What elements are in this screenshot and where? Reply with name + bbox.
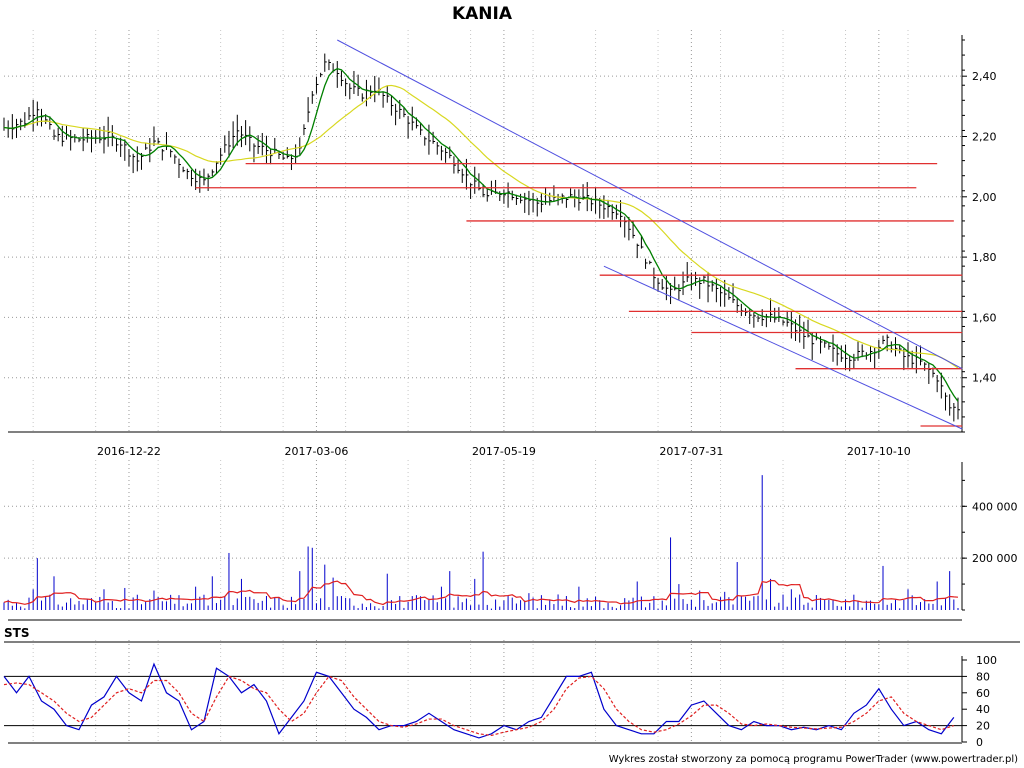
price-y-tick-label: 1,60 — [972, 311, 997, 324]
x-tick-label: 2017-05-19 — [472, 445, 536, 458]
volume-y-tick-label: 400 000 — [972, 500, 1018, 513]
x-tick-label: 2016-12-22 — [97, 445, 161, 458]
price-y-tick-label: 1,80 — [972, 251, 997, 264]
volume-moving-average — [3, 579, 959, 606]
price-y-tick-label: 1,40 — [972, 372, 997, 385]
price-y-tick-label: 2,00 — [972, 191, 997, 204]
short-moving-average — [3, 67, 959, 402]
osc-y-tick-label: 20 — [976, 720, 990, 733]
x-tick-label: 2017-07-31 — [659, 445, 723, 458]
osc-y-tick-label: 100 — [976, 654, 997, 667]
footer-credit: Wykres został stworzony za pomocą progra… — [609, 754, 1018, 765]
volume-y-tick-label: 200 000 — [972, 552, 1018, 565]
price-y-tick-label: 2,20 — [972, 130, 997, 143]
price-y-tick-label: 2,40 — [972, 70, 997, 83]
osc-y-tick-label: 40 — [976, 703, 990, 716]
long-moving-average — [3, 84, 959, 369]
osc-y-tick-label: 0 — [976, 736, 983, 749]
oscillator-d-line — [3, 675, 955, 737]
price-panel: 2016-12-22 2017-03-06 2017-05-19 2017-07-31… — [3, 30, 997, 742]
chart-title: KANIA — [452, 4, 513, 24]
osc-y-tick-label: 80 — [976, 670, 990, 683]
trend-line — [337, 39, 963, 370]
trend-line — [603, 265, 963, 430]
volume-panel: 200 000 400 000 — [3, 462, 1018, 621]
oscillator-k-line — [3, 662, 955, 739]
x-tick-label: 2017-10-10 — [847, 445, 911, 458]
oscillator-title: STS — [4, 626, 29, 640]
x-tick-label: 2017-03-06 — [284, 445, 348, 458]
osc-y-tick-label: 60 — [976, 687, 990, 700]
oscillator-panel: 0 20 40 60 80 100 — [3, 641, 1020, 749]
